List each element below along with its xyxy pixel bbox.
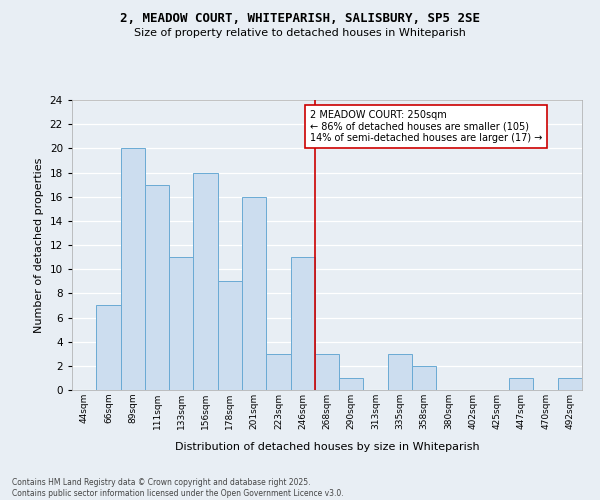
Bar — [193, 172, 218, 390]
Text: 2 MEADOW COURT: 250sqm
← 86% of detached houses are smaller (105)
14% of semi-de: 2 MEADOW COURT: 250sqm ← 86% of detached… — [310, 110, 542, 143]
Text: Contains HM Land Registry data © Crown copyright and database right 2025.
Contai: Contains HM Land Registry data © Crown c… — [12, 478, 344, 498]
Bar — [290, 257, 315, 390]
Bar — [96, 306, 121, 390]
Y-axis label: Number of detached properties: Number of detached properties — [34, 158, 44, 332]
Bar — [145, 184, 169, 390]
Bar — [218, 281, 242, 390]
Bar — [388, 354, 412, 390]
Bar — [558, 378, 582, 390]
Bar — [412, 366, 436, 390]
Bar — [169, 257, 193, 390]
Bar — [266, 354, 290, 390]
Bar — [339, 378, 364, 390]
Text: Size of property relative to detached houses in Whiteparish: Size of property relative to detached ho… — [134, 28, 466, 38]
Text: 2, MEADOW COURT, WHITEPARISH, SALISBURY, SP5 2SE: 2, MEADOW COURT, WHITEPARISH, SALISBURY,… — [120, 12, 480, 26]
Bar — [315, 354, 339, 390]
Bar — [509, 378, 533, 390]
Bar — [121, 148, 145, 390]
Bar — [242, 196, 266, 390]
Text: Distribution of detached houses by size in Whiteparish: Distribution of detached houses by size … — [175, 442, 479, 452]
